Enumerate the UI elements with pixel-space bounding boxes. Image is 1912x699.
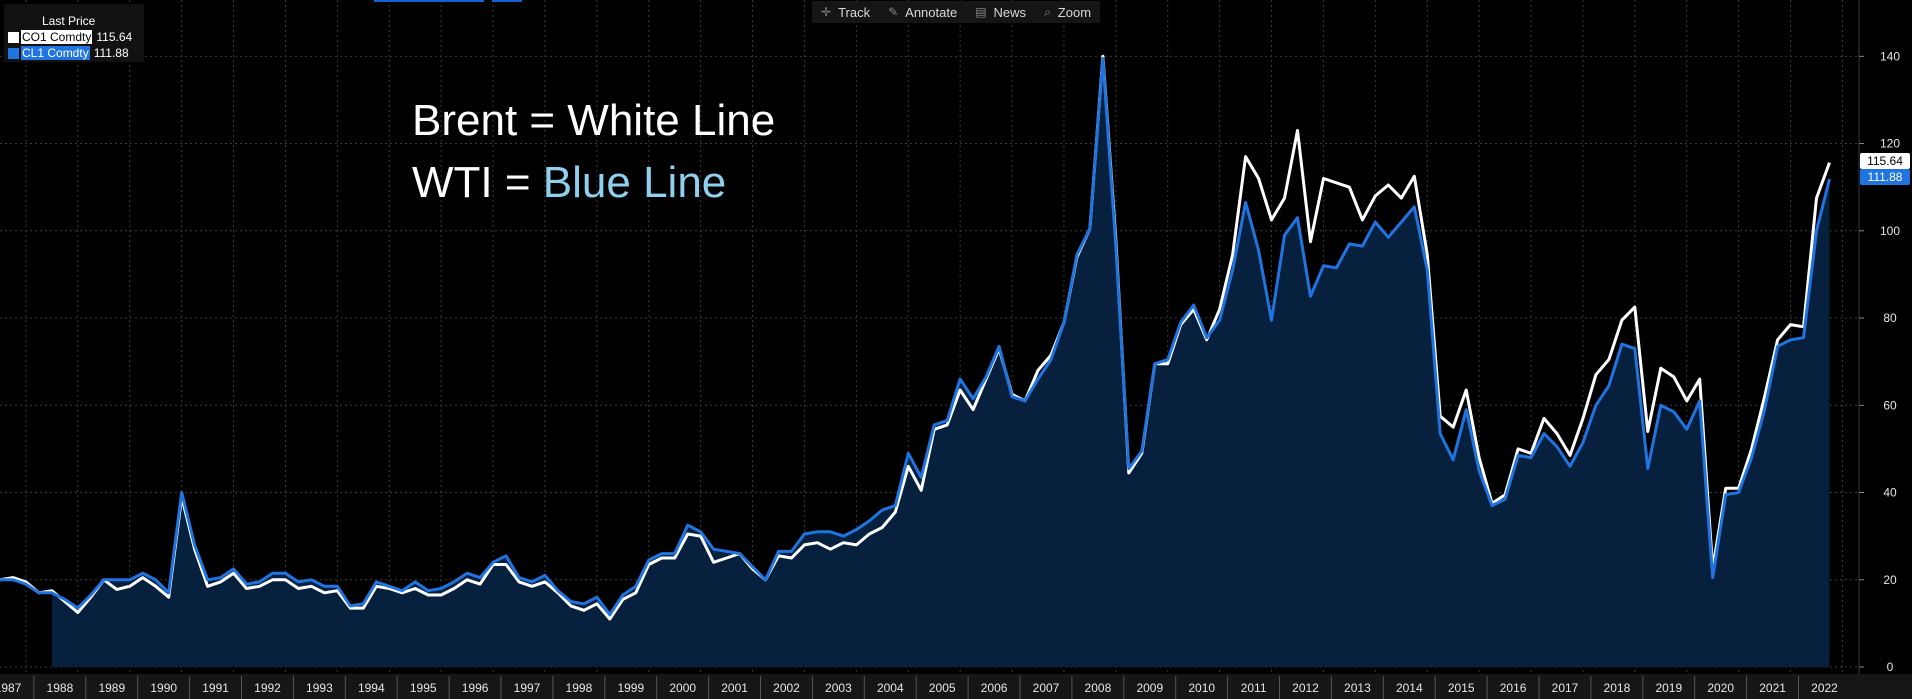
x-tick-label: 2018: [1604, 681, 1631, 695]
legend-item-brent[interactable]: CO1 Comdty 115.64: [8, 30, 132, 45]
x-tick-label: 2000: [669, 681, 696, 695]
y-tick-label: 20: [1883, 573, 1897, 587]
x-tick-label: 1990: [150, 681, 177, 695]
news-icon: ▤: [975, 5, 987, 19]
y-tick-label: 80: [1883, 311, 1897, 325]
x-tick-label: 2005: [929, 681, 956, 695]
pencil-icon: ✎: [888, 5, 899, 19]
x-tick-label: 2010: [1188, 681, 1215, 695]
x-tick-label: 2013: [1344, 681, 1371, 695]
top-accent-bar: [374, 0, 484, 2]
x-tick-label: 2006: [981, 681, 1008, 695]
y-tick-label: 40: [1883, 486, 1897, 500]
x-tick-label: 1993: [306, 681, 333, 695]
x-tick-label: 1992: [254, 681, 281, 695]
y-tick-label: 0: [1887, 660, 1894, 674]
x-tick-label: 1988: [47, 681, 74, 695]
y-tick-label: 140: [1880, 49, 1900, 63]
x-tick-label: 2008: [1085, 681, 1112, 695]
x-axis-labels: 1987 1988 1989 1990 1991 1992 1993 1994 1995 1996…: [0, 676, 1838, 699]
x-tick-label: 2001: [721, 681, 748, 695]
x-tick-label: 2014: [1396, 681, 1423, 695]
x-tick-label: 2017: [1552, 681, 1579, 695]
x-tick-label: 1998: [566, 681, 593, 695]
legend-item-name: CO1 Comdty: [21, 30, 93, 44]
legend-swatch: [8, 48, 19, 60]
legend-header: Last Price: [42, 14, 96, 28]
zoom-label: Zoom: [1057, 4, 1092, 20]
x-tick-label: 1989: [98, 681, 125, 695]
x-tick-label: 2021: [1759, 681, 1786, 695]
wti-last-price-label: 111.88: [1860, 169, 1910, 185]
x-tick-label: 1997: [514, 681, 541, 695]
annotation-brent: Brent = White Line: [412, 96, 775, 146]
wti-series-line: [0, 57, 1831, 617]
annotation-line1: Brent = White Line: [412, 96, 776, 145]
x-tick-label: 2022: [1811, 681, 1838, 695]
legend: Last Price CO1 Comdty 115.64 CL1 Comdty 11…: [4, 4, 144, 62]
x-tick-label: 2020: [1707, 681, 1734, 695]
x-tick-label: 2019: [1655, 681, 1682, 695]
annotation-line2-blue: Blue Line: [542, 158, 727, 207]
annotate-label: Annotate: [905, 4, 958, 20]
x-tick-label: 2004: [877, 681, 904, 695]
x-tick-label: 2003: [825, 681, 852, 695]
y-tick-label: 60: [1883, 398, 1897, 412]
annotation-wti: WTI = Blue Line: [412, 158, 726, 208]
legend-swatch: [8, 32, 19, 44]
brent-last-price-label: 115.64: [1860, 153, 1910, 169]
x-tick-label: 1991: [202, 681, 229, 695]
x-tick-label: 2016: [1500, 681, 1527, 695]
x-tick-label: 2011: [1241, 681, 1267, 695]
x-tick-label: 2007: [1033, 681, 1060, 695]
x-tick-label: 1994: [358, 681, 385, 695]
y-tick-label: 100: [1880, 224, 1900, 238]
track-button[interactable]: ✛ Track: [812, 1, 879, 23]
news-button[interactable]: ▤ News: [966, 1, 1035, 23]
x-tick-label: 2012: [1292, 681, 1319, 695]
crosshair-icon: ✛: [821, 5, 832, 19]
track-label: Track: [838, 4, 871, 20]
legend-item-name: CL1 Comdty: [21, 46, 90, 60]
x-tick-label: 2009: [1136, 681, 1163, 695]
annotate-button[interactable]: ✎ Annotate: [879, 1, 966, 23]
x-tick-label: 1996: [462, 681, 489, 695]
top-accent-bar: [492, 0, 522, 2]
x-tick-label: 1995: [410, 681, 437, 695]
legend-item-wti[interactable]: CL1 Comdty 111.88: [8, 46, 129, 61]
legend-item-value: 111.88: [93, 46, 129, 60]
brent-series-line: [0, 54, 1831, 621]
magnifier-icon: ⌕: [1044, 4, 1051, 19]
x-axis-band: [0, 674, 1912, 699]
wti-area-fill: [51, 58, 1830, 667]
news-label: News: [993, 4, 1027, 20]
x-tick-label: 2002: [773, 681, 800, 695]
chart-toolbar: ✛ Track ✎ Annotate ▤ News ⌕ Zoom: [812, 1, 1101, 23]
legend-item-value: 115.64: [96, 30, 133, 44]
y-axis-labels: 0 20 40 60 80 100 120 140: [1859, 49, 1900, 674]
y-tick-label: 120: [1880, 137, 1900, 151]
x-tick-label: 1999: [617, 681, 644, 695]
zoom-button[interactable]: ⌕ Zoom: [1035, 1, 1100, 23]
x-tick-label: 1987: [0, 681, 22, 695]
x-tick-label: 2015: [1448, 681, 1475, 695]
annotation-line2-prefix: WTI =: [412, 158, 543, 207]
